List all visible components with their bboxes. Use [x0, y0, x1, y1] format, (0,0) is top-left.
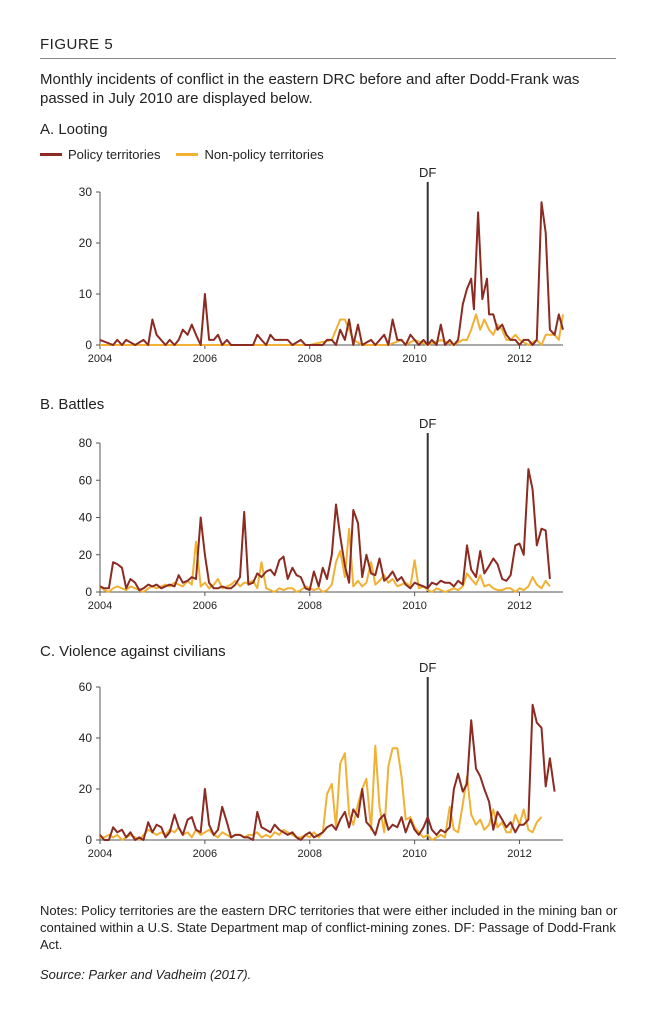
x-tick-label: 2004 — [88, 600, 112, 612]
y-tick-label: 40 — [79, 731, 93, 745]
y-tick-label: 0 — [85, 833, 92, 847]
df-marker-label: DF — [419, 165, 436, 180]
y-tick-label: 30 — [79, 185, 93, 199]
panel-title-battles: B. Battles — [40, 396, 105, 413]
x-tick-label: 2008 — [297, 353, 321, 365]
notes: Notes: Policy territories are the easter… — [40, 903, 618, 952]
legend: Policy territories Non-policy territorie… — [40, 147, 340, 162]
legend-item-nonpolicy: Non-policy territories — [176, 147, 324, 162]
x-tick-label: 2012 — [507, 600, 531, 612]
x-tick-label: 2006 — [193, 600, 217, 612]
y-tick-label: 0 — [85, 585, 92, 599]
chart-looting: 0 10 20 30 2004 2006 2008 2010 2012 DF — [79, 165, 564, 365]
x-tick-label: 2008 — [297, 848, 321, 860]
y-tick-label: 40 — [79, 511, 93, 525]
y-tick-label: 20 — [79, 236, 93, 250]
chart-violence: 0 20 40 60 2004 2006 2008 2010 2012 DF — [79, 660, 563, 860]
x-tick-label: 2004 — [88, 848, 112, 860]
figure-divider — [40, 58, 616, 59]
legend-label-policy: Policy territories — [68, 147, 161, 162]
series-line-policy — [99, 201, 564, 346]
series-line-policy — [99, 703, 556, 841]
x-tick-label: 2012 — [507, 353, 531, 365]
legend-label-nonpolicy: Non-policy territories — [204, 147, 324, 162]
y-tick-label: 60 — [79, 680, 93, 694]
panel-title-violence: C. Violence against civilians — [40, 643, 226, 660]
panel-title-looting: A. Looting — [40, 121, 108, 138]
x-tick-label: 2010 — [402, 353, 426, 365]
y-tick-label: 20 — [79, 548, 93, 562]
series-line-nonpolicy — [100, 313, 564, 346]
series-line-policy — [99, 468, 551, 592]
x-tick-label: 2010 — [402, 600, 426, 612]
figure-label: FIGURE 5 — [40, 36, 114, 53]
legend-swatch-nonpolicy — [176, 153, 199, 156]
figure-caption: Monthly incidents of conflict in the eas… — [40, 71, 580, 107]
y-tick-label: 60 — [79, 473, 93, 487]
x-tick-label: 2006 — [193, 353, 217, 365]
x-tick-label: 2012 — [507, 848, 531, 860]
y-tick-label: 80 — [79, 436, 93, 450]
legend-item-policy: Policy territories — [40, 147, 160, 162]
x-tick-label: 2004 — [88, 353, 112, 365]
chart-battles: 0 20 40 60 80 2004 2006 2008 2010 2012 DF — [79, 416, 563, 612]
x-tick-label: 2006 — [193, 848, 217, 860]
y-tick-label: 0 — [85, 338, 92, 352]
df-marker-label: DF — [419, 660, 436, 675]
x-tick-label: 2008 — [297, 600, 321, 612]
y-tick-label: 20 — [79, 782, 93, 796]
df-marker-label: DF — [419, 416, 436, 431]
source: Source: Parker and Vadheim (2017). — [40, 967, 252, 982]
x-tick-label: 2010 — [402, 848, 426, 860]
y-tick-label: 10 — [79, 287, 93, 301]
legend-swatch-policy — [40, 153, 62, 156]
